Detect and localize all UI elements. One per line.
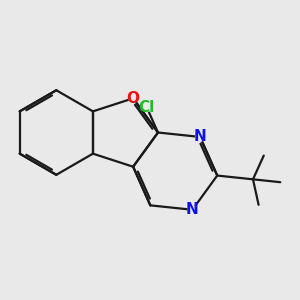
Text: N: N (194, 129, 206, 144)
Circle shape (196, 133, 204, 141)
Circle shape (142, 103, 151, 112)
Text: N: N (186, 202, 199, 217)
Text: O: O (127, 91, 140, 106)
Circle shape (188, 206, 196, 214)
Circle shape (129, 94, 137, 103)
Text: Cl: Cl (139, 100, 155, 115)
